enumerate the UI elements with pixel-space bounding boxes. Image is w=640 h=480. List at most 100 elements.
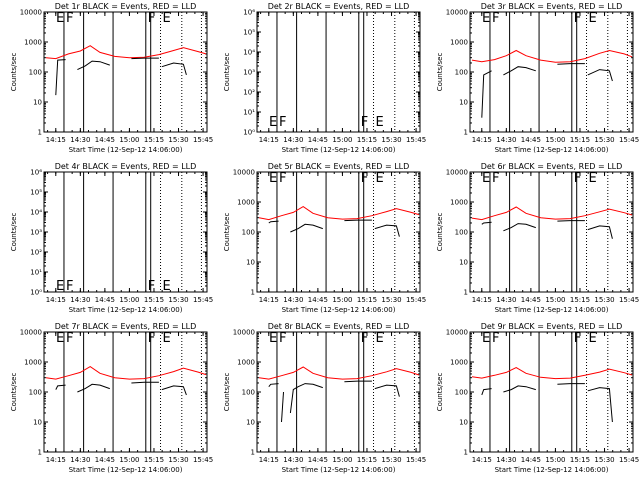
panel-title: Det 1r BLACK = Events, RED = LLD [55,2,197,11]
attenuator-flag: E [482,171,490,186]
y-tick-label: 100 [455,69,468,77]
y-axis-label: Counts/sec [436,53,444,92]
x-tick-label: 15:00 [119,136,139,144]
series-events-line [131,57,159,60]
x-tick-label: 15:30 [594,296,614,304]
x-tick-label: 15:30 [168,136,188,144]
x-tick-label: 14:45 [308,136,328,144]
series-events-line [161,385,187,396]
panel-det-2: Det 2r BLACK = Events, RED = LLD 10⁰ 10¹ 10… [223,2,426,154]
x-axis-label: Start Time (12-Sep-12 14:06:00) [495,306,609,314]
attenuator-flag: E [269,171,277,186]
y-tick-label: 10000 [20,329,42,337]
y-tick-label: 10¹ [243,109,255,117]
x-tick-label: 15:00 [119,456,139,464]
x-tick-label: 14:30 [496,456,516,464]
y-axis-label: Counts/sec [223,213,231,252]
y-axis-label: Counts/sec [10,373,18,412]
attenuator-flag: E [376,331,384,346]
x-tick-label: 14:30 [70,136,90,144]
x-tick-label: 15:15 [144,136,164,144]
y-tick-label: 1000 [450,39,468,47]
y-tick-label: 10 [459,419,468,427]
panel-title: Det 9r BLACK = Events, RED = LLD [481,322,623,331]
y-tick-label: 1 [251,449,255,457]
attenuator-flag: F [148,11,155,26]
series-events-line [268,220,279,224]
panel-det-9: Det 9r BLACK = Events, RED = LLD 1 10 100 10… [436,322,639,474]
x-tick-label: 14:15 [472,456,492,464]
series-events-line [344,380,372,383]
y-tick-label: 100 [29,389,42,397]
y-tick-label: 10000 [446,9,468,17]
y-axis-label: Counts/sec [436,373,444,412]
y-tick-label: 10⁰ [243,129,255,137]
attenuator-flag: F [361,331,368,346]
attenuator-flag: E [163,11,171,26]
x-axis-label: Start Time (12-Sep-12 14:06:00) [282,466,396,474]
y-tick-label: 10³ [30,229,42,237]
series-events-line [161,62,187,76]
y-axis-label: Counts/sec [10,213,18,252]
x-tick-label: 15:00 [332,296,352,304]
x-tick-label: 14:30 [496,296,516,304]
x-tick-label: 15:15 [570,456,590,464]
series-lld-line [258,206,420,221]
x-tick-label: 14:15 [472,296,492,304]
attenuator-flag: E [482,331,490,346]
x-tick-label: 15:00 [545,456,565,464]
x-tick-label: 14:30 [70,296,90,304]
plot-frame [43,331,208,453]
attenuator-flag: F [66,11,73,26]
x-axis-label: Start Time (12-Sep-12 14:06:00) [69,306,183,314]
x-tick-label: 15:45 [619,296,639,304]
x-tick-label: 14:45 [95,456,115,464]
x-tick-label: 14:30 [283,136,303,144]
attenuator-flag: F [148,279,155,294]
panel-det-8: Det 8r BLACK = Events, RED = LLD 1 10 100 10… [223,322,426,474]
series-events-line [374,224,400,237]
x-tick-label: 15:15 [357,296,377,304]
series-events-line [344,219,372,222]
y-tick-label: 1 [464,129,468,137]
attenuator-flag: F [574,171,581,186]
x-tick-label: 15:30 [381,136,401,144]
y-tick-label: 10 [459,259,468,267]
attenuator-flag: F [574,331,581,346]
x-tick-label: 15:00 [119,296,139,304]
plot-frame [469,331,634,453]
x-tick-label: 15:15 [357,136,377,144]
y-tick-label: 10000 [233,329,255,337]
x-tick-label: 14:45 [95,136,115,144]
y-tick-label: 100 [29,69,42,77]
attenuator-flag: F [148,331,155,346]
y-tick-label: 100 [242,389,255,397]
attenuator-flag: F [66,279,73,294]
x-tick-label: 15:00 [332,136,352,144]
plot-frame [469,171,634,293]
x-tick-label: 14:45 [308,296,328,304]
attenuator-flag: E [589,171,597,186]
x-tick-label: 14:15 [259,456,279,464]
series-events-line [503,385,536,393]
x-axis-label: Start Time (12-Sep-12 14:06:00) [282,146,396,154]
attenuator-flag: F [361,115,368,130]
series-events-line [268,383,279,388]
series-events-line [481,388,492,396]
attenuator-flag: E [376,171,384,186]
x-axis-label: Start Time (12-Sep-12 14:06:00) [495,466,609,474]
panel-title: Det 5r BLACK = Events, RED = LLD [268,162,410,171]
x-tick-label: 15:45 [193,296,213,304]
attenuator-flag: E [163,279,171,294]
x-tick-label: 14:30 [283,456,303,464]
x-tick-label: 14:30 [283,296,303,304]
attenuator-flag: F [66,331,73,346]
series-lld-line [45,45,207,60]
y-axis-label: Counts/sec [10,53,18,92]
y-tick-label: 10² [30,249,42,257]
x-tick-label: 14:45 [521,456,541,464]
x-tick-label: 15:15 [357,456,377,464]
series-events-line [374,384,400,397]
x-tick-label: 15:30 [168,456,188,464]
attenuator-flag: E [56,279,64,294]
